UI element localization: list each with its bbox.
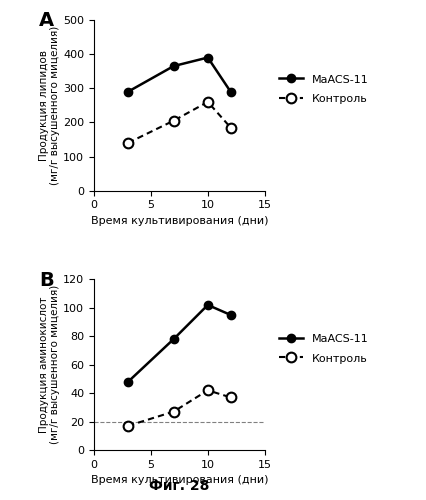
Text: B: B: [39, 271, 54, 290]
X-axis label: Время культивирования (дни): Время культивирования (дни): [90, 216, 268, 226]
X-axis label: Время культивирования (дни): Время культивирования (дни): [90, 476, 268, 486]
Y-axis label: Продукция аминокислот
(мг/г высушенного мицелия): Продукция аминокислот (мг/г высушенного …: [39, 285, 60, 444]
Legend: MaACS-11, Контроль: MaACS-11, Контроль: [278, 333, 368, 364]
Text: Фиг. 28: Фиг. 28: [149, 479, 209, 493]
Text: A: A: [39, 12, 54, 30]
Legend: MaACS-11, Контроль: MaACS-11, Контроль: [278, 74, 368, 104]
Y-axis label: Продукция липидов
(мг/г высушенного мицелия): Продукция липидов (мг/г высушенного мице…: [39, 26, 60, 185]
